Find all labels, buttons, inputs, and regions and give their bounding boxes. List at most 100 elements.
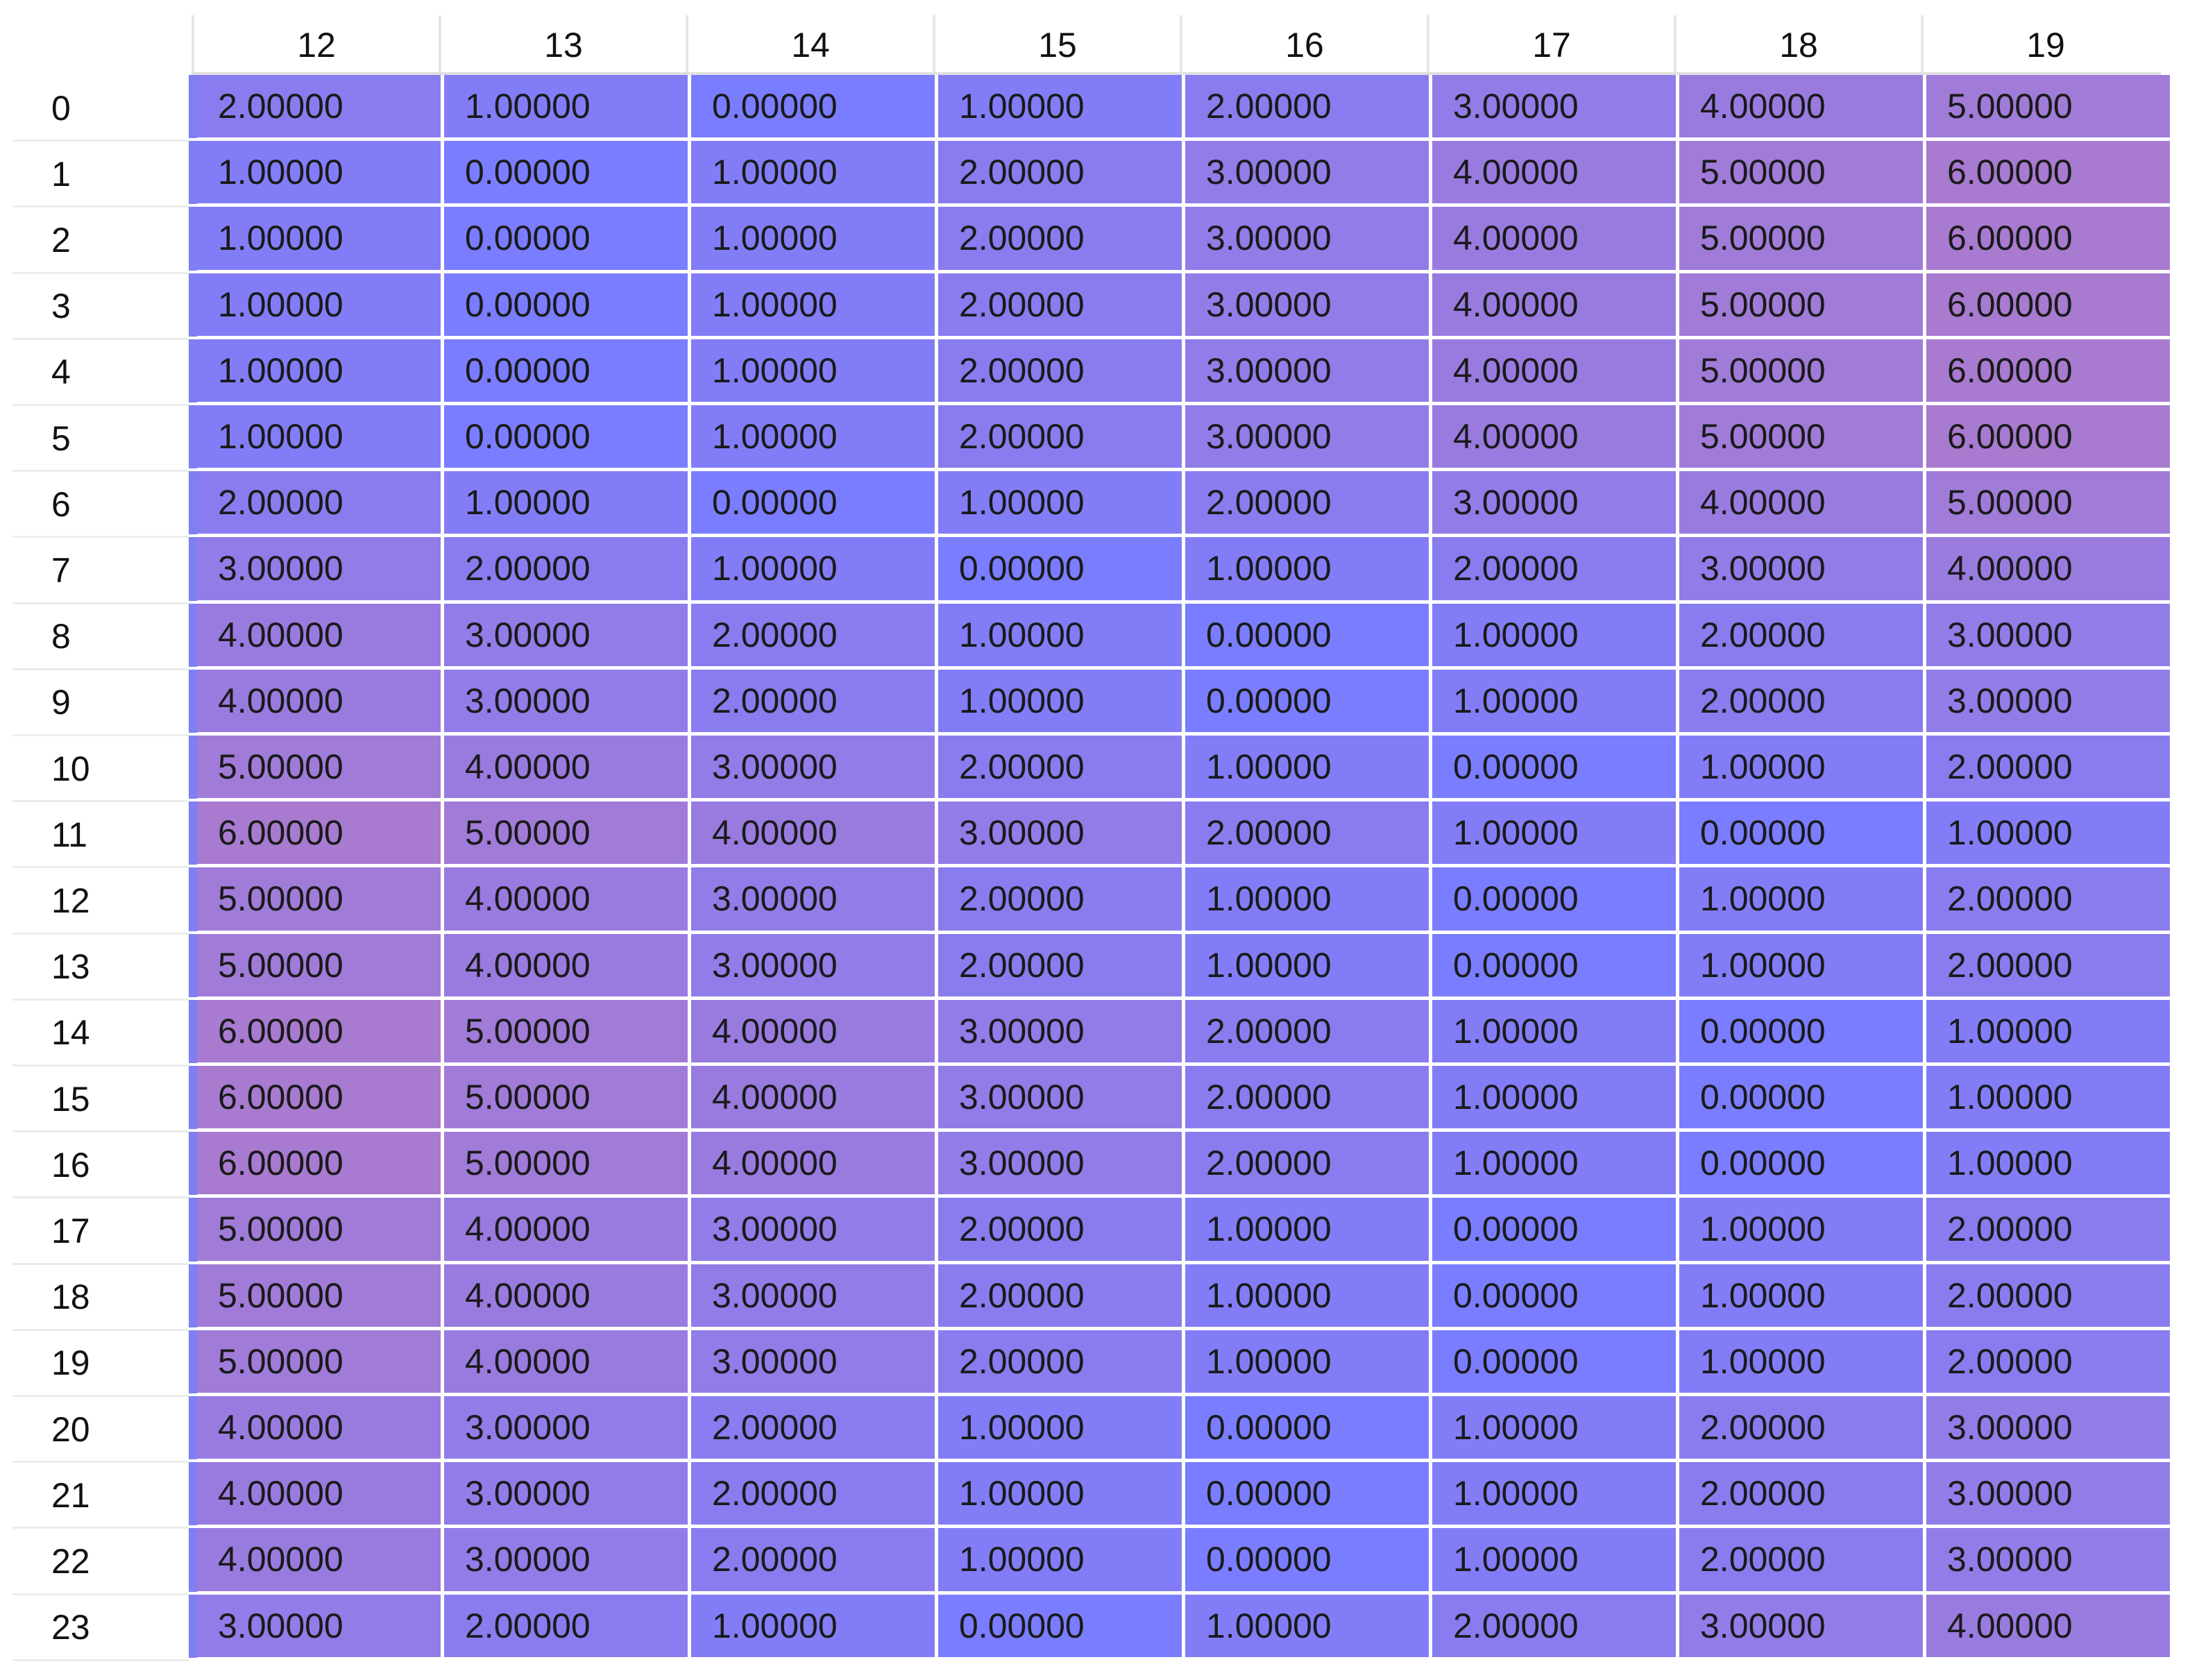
table-cell[interactable]: 2.00000	[938, 339, 1185, 405]
table-cell[interactable]: 2.00000	[1926, 1198, 2173, 1264]
table-cell[interactable]: 3.00000	[1926, 603, 2173, 670]
table-cell[interactable]: 2.00000	[691, 669, 938, 736]
table-cell[interactable]: 3.00000	[1926, 669, 2173, 736]
row-header[interactable]: 16	[51, 1145, 90, 1185]
table-cell[interactable]: 0.00000	[1185, 1462, 1432, 1529]
table-cell[interactable]: 0.00000	[938, 1594, 1185, 1661]
table-cell[interactable]: 2.00000	[444, 1594, 691, 1661]
table-cell[interactable]: 2.00000	[691, 1462, 938, 1529]
table-cell[interactable]: 2.00000	[1679, 1462, 1926, 1529]
table-cell[interactable]: 1.00000	[938, 471, 1185, 538]
table-cell[interactable]: 2.00000	[1185, 999, 1432, 1066]
table-cell[interactable]: 2.00000	[938, 933, 1185, 1000]
table-cell[interactable]: 3.00000	[691, 1264, 938, 1330]
row-header[interactable]: 10	[51, 749, 90, 788]
table-cell[interactable]: 5.00000	[1926, 471, 2173, 538]
table-cell[interactable]: 0.00000	[1679, 999, 1926, 1066]
table-cell[interactable]: 4.00000	[444, 1264, 691, 1330]
table-cell[interactable]: 2.00000	[938, 273, 1185, 339]
row-header[interactable]: 5	[51, 418, 71, 458]
table-cell[interactable]: 4.00000	[691, 1066, 938, 1132]
table-cell[interactable]: 3.00000	[1926, 1462, 2173, 1529]
table-cell[interactable]: 1.00000	[197, 339, 444, 405]
table-cell[interactable]: 0.00000	[444, 207, 691, 273]
table-cell[interactable]: 4.00000	[691, 801, 938, 868]
table-cell[interactable]: 2.00000	[1926, 736, 2173, 802]
table-cell[interactable]: 1.00000	[1679, 933, 1926, 1000]
table-cell[interactable]: 2.00000	[1185, 1132, 1432, 1198]
table-cell[interactable]: 4.00000	[197, 669, 444, 736]
table-cell[interactable]: 0.00000	[1679, 1066, 1926, 1132]
column-header[interactable]: 19	[1921, 15, 2168, 75]
table-cell[interactable]: 0.00000	[1185, 1528, 1432, 1595]
table-cell[interactable]: 2.00000	[938, 736, 1185, 802]
table-cell[interactable]: 4.00000	[1432, 207, 1679, 273]
row-header[interactable]: 21	[51, 1475, 90, 1515]
table-cell[interactable]: 0.00000	[444, 141, 691, 207]
row-header[interactable]: 2	[51, 220, 71, 260]
table-cell[interactable]: 3.00000	[1679, 537, 1926, 604]
row-header[interactable]: 20	[51, 1409, 90, 1449]
table-cell[interactable]: 2.00000	[444, 537, 691, 604]
row-header[interactable]: 1	[51, 154, 71, 194]
table-cell[interactable]: 3.00000	[197, 537, 444, 604]
table-cell[interactable]: 2.00000	[1679, 1528, 1926, 1595]
table-cell[interactable]: 3.00000	[444, 669, 691, 736]
row-header[interactable]: 9	[51, 683, 71, 722]
table-cell[interactable]: 0.00000	[1432, 736, 1679, 802]
row-header[interactable]: 12	[51, 881, 90, 920]
table-cell[interactable]: 3.00000	[197, 1594, 444, 1661]
table-cell[interactable]: 6.00000	[1926, 141, 2173, 207]
column-header[interactable]: 18	[1674, 15, 1921, 75]
table-cell[interactable]: 1.00000	[1432, 1528, 1679, 1595]
table-cell[interactable]: 2.00000	[1679, 669, 1926, 736]
row-header[interactable]: 23	[51, 1608, 90, 1647]
table-cell[interactable]: 6.00000	[197, 1066, 444, 1132]
table-cell[interactable]: 2.00000	[938, 1264, 1185, 1330]
table-cell[interactable]: 1.00000	[938, 1528, 1185, 1595]
column-header[interactable]: 12	[192, 15, 439, 75]
row-header[interactable]: 19	[51, 1343, 90, 1383]
table-cell[interactable]: 5.00000	[444, 801, 691, 868]
table-cell[interactable]: 2.00000	[1432, 537, 1679, 604]
table-cell[interactable]: 1.00000	[691, 273, 938, 339]
table-cell[interactable]: 2.00000	[1926, 1330, 2173, 1396]
row-header[interactable]: 17	[51, 1211, 90, 1250]
table-cell[interactable]: 0.00000	[1679, 1132, 1926, 1198]
table-cell[interactable]: 4.00000	[1432, 273, 1679, 339]
table-cell[interactable]: 1.00000	[1679, 1330, 1926, 1396]
table-cell[interactable]: 1.00000	[1185, 867, 1432, 934]
table-cell[interactable]: 5.00000	[197, 1330, 444, 1396]
table-cell[interactable]: 2.00000	[1185, 1066, 1432, 1132]
row-header[interactable]: 6	[51, 484, 71, 524]
table-cell[interactable]: 3.00000	[444, 603, 691, 670]
table-cell[interactable]: 1.00000	[1926, 999, 2173, 1066]
table-cell[interactable]: 4.00000	[444, 1330, 691, 1396]
table-cell[interactable]: 5.00000	[444, 999, 691, 1066]
table-cell[interactable]: 2.00000	[938, 867, 1185, 934]
table-cell[interactable]: 6.00000	[197, 999, 444, 1066]
table-cell[interactable]: 4.00000	[444, 867, 691, 934]
column-header[interactable]: 14	[686, 15, 933, 75]
table-cell[interactable]: 4.00000	[1679, 471, 1926, 538]
table-cell[interactable]: 3.00000	[938, 1132, 1185, 1198]
table-cell[interactable]: 1.00000	[1432, 1396, 1679, 1463]
table-cell[interactable]: 1.00000	[444, 75, 691, 142]
table-cell[interactable]: 1.00000	[1432, 1066, 1679, 1132]
table-cell[interactable]: 0.00000	[1185, 669, 1432, 736]
table-cell[interactable]: 5.00000	[444, 1132, 691, 1198]
table-cell[interactable]: 2.00000	[1432, 1594, 1679, 1661]
row-header[interactable]: 13	[51, 947, 90, 987]
table-cell[interactable]: 1.00000	[444, 471, 691, 538]
table-cell[interactable]: 3.00000	[1926, 1528, 2173, 1595]
column-header[interactable]: 16	[1180, 15, 1427, 75]
table-cell[interactable]: 2.00000	[938, 1198, 1185, 1264]
table-cell[interactable]: 4.00000	[197, 1396, 444, 1463]
row-header[interactable]: 3	[51, 287, 71, 326]
table-cell[interactable]: 5.00000	[444, 1066, 691, 1132]
table-cell[interactable]: 0.00000	[444, 405, 691, 472]
table-cell[interactable]: 1.00000	[1185, 736, 1432, 802]
table-cell[interactable]: 1.00000	[1432, 1132, 1679, 1198]
table-cell[interactable]: 0.00000	[444, 339, 691, 405]
table-cell[interactable]: 2.00000	[938, 1330, 1185, 1396]
